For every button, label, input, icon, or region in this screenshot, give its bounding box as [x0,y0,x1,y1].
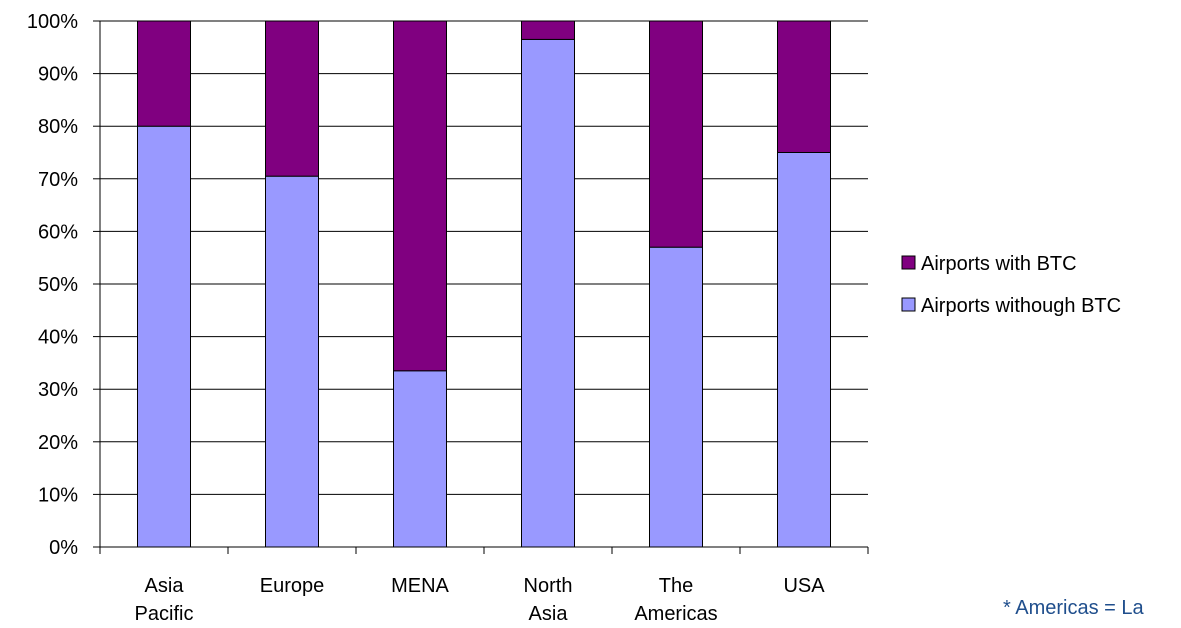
bar-segment [393,20,447,372]
legend-label: Airports with BTC [921,253,1077,275]
bar-segment [393,370,447,548]
y-tick-label: 60% [38,221,78,243]
x-axis-ticks: Asia Pacific Europe MENA North Asia The America… [99,547,869,625]
bar-segment [649,20,703,248]
bar-segment [265,175,319,548]
bar-segment [649,246,703,548]
y-tick-label: 40% [38,327,78,349]
x-tick-label: USA [783,575,825,597]
footnote: * Americas = La [1003,597,1144,619]
bar-segment [137,20,191,127]
y-tick-label: 10% [38,484,78,506]
x-tick-label: Europe [260,575,325,597]
y-tick-label: 20% [38,432,78,454]
bar-segment [521,20,575,40]
x-tick-label: Asia Pacific [135,575,194,625]
y-tick-label: 30% [38,379,78,401]
y-tick-label: 90% [38,64,78,86]
bar-segment [265,20,319,177]
x-tick-label: The Americas [634,575,717,625]
x-tick-label: MENA [391,575,449,597]
x-tick-label: North Asia [524,575,573,625]
bar-segment [137,125,191,548]
gridlines [100,20,868,495]
y-tick-label: 70% [38,169,78,191]
legend-swatch [901,297,916,312]
legend: Airports with BTC Airports withough BTC [901,253,1121,317]
y-tick-label: 100% [27,11,78,33]
legend-swatch [901,255,916,270]
y-tick-label: 80% [38,116,78,138]
legend-label: Airports withough BTC [921,295,1121,317]
y-axis-ticks: 0% 10% 20% 30% 40% 50% 60% 70% 80% 90% 100% [27,11,100,559]
bar-segment [777,152,831,548]
y-tick-label: 0% [49,537,78,559]
bar-segment [521,38,575,548]
bar-segment [777,20,831,153]
y-tick-label: 50% [38,274,78,296]
